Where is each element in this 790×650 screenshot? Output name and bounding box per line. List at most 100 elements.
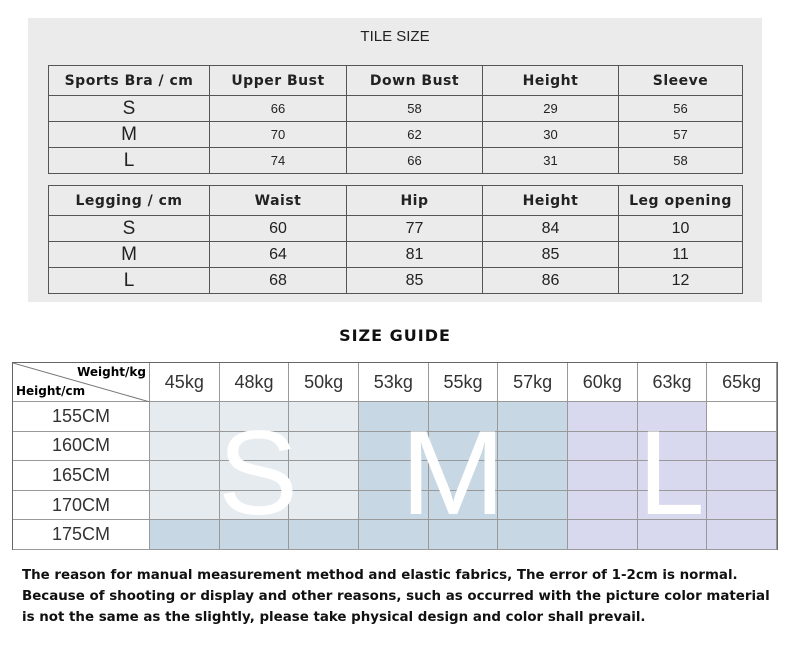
note-line: The reason for manual measurement method… (22, 568, 738, 583)
weight-header: 65kg (707, 363, 777, 402)
weight-label: Weight/kg (77, 365, 146, 379)
size-region-cell (219, 520, 290, 550)
weight-header: 60kg (568, 363, 638, 402)
size-region-cell (498, 402, 568, 432)
size-letter-l: L (638, 406, 705, 540)
height-header: 160CM (13, 431, 150, 462)
size-cell: M (48, 241, 210, 268)
size-region-cell (219, 461, 290, 491)
size-region-cell (498, 461, 568, 491)
height-header: 170CM (13, 490, 150, 521)
size-region-cell (568, 402, 638, 432)
size-region-cell (428, 402, 499, 432)
height-header: 165CM (13, 461, 150, 491)
column-header: Height (482, 65, 619, 96)
size-region-cell (359, 490, 429, 521)
value-cell: 68 (209, 267, 347, 294)
value-cell: 58 (346, 95, 483, 122)
size-letter-s: S (218, 406, 299, 540)
value-cell: 57 (618, 121, 743, 148)
value-cell: 85 (482, 241, 619, 268)
column-header: Upper Bust (209, 65, 347, 96)
size-region-cell (289, 461, 359, 491)
size-guide-grid: Weight/kg Height/cm 45kg 48kg 50kg 53kg 55kg… (12, 362, 778, 550)
size-region-cell (219, 402, 290, 432)
size-region-cell (568, 461, 638, 491)
size-cell: S (48, 95, 210, 122)
value-cell: 62 (346, 121, 483, 148)
size-region-cell (498, 520, 568, 550)
value-cell: 60 (209, 215, 347, 242)
value-cell: 12 (618, 267, 743, 294)
tile-size-panel: TILE SIZE Sports Bra / cm Upper Bust Down … (28, 18, 762, 302)
size-region-cell (568, 490, 638, 521)
value-cell: 70 (209, 121, 347, 148)
size-letter-m: M (400, 406, 506, 540)
size-region-cell (150, 461, 220, 491)
value-cell: 30 (482, 121, 619, 148)
legging-table: Legging / cm Waist Hip Height Leg opening S 60… (48, 185, 743, 294)
value-cell: 77 (346, 215, 483, 242)
weight-header: 53kg (359, 363, 429, 402)
size-region-cell (707, 490, 777, 521)
size-region-cell (428, 431, 499, 462)
note-line: Because of shooting or display and other… (22, 589, 770, 604)
weight-header: 55kg (428, 363, 499, 402)
column-header: Waist (209, 185, 347, 216)
size-cell: L (48, 147, 210, 174)
size-region-cell (707, 520, 777, 550)
table-row: M 70 62 30 57 (48, 121, 743, 148)
size-region-cell (359, 431, 429, 462)
weight-header: 63kg (637, 363, 708, 402)
value-cell: 85 (346, 267, 483, 294)
size-region-cell (289, 431, 359, 462)
size-region-cell (707, 431, 777, 462)
column-header: Leg opening (618, 185, 743, 216)
size-cell: L (48, 267, 210, 294)
size-region-cell (707, 402, 777, 432)
size-region-cell (568, 431, 638, 462)
height-header: 175CM (13, 520, 150, 550)
note-line: is not the same as the slightly, please … (22, 610, 646, 625)
size-region-cell (637, 490, 708, 521)
value-cell: 11 (618, 241, 743, 268)
value-cell: 81 (346, 241, 483, 268)
size-region-cell (637, 402, 708, 432)
size-region-cell (219, 431, 290, 462)
size-region-cell (359, 520, 429, 550)
size-region-cell (637, 520, 708, 550)
size-cell: S (48, 215, 210, 242)
weight-header: 48kg (219, 363, 290, 402)
table-row: S 60 77 84 10 (48, 215, 743, 242)
size-region-cell (219, 490, 290, 521)
weight-header: 50kg (289, 363, 359, 402)
column-header: Legging / cm (48, 185, 210, 216)
table-row: L 68 85 86 12 (48, 267, 743, 294)
value-cell: 66 (346, 147, 483, 174)
weight-header: 57kg (498, 363, 568, 402)
value-cell: 84 (482, 215, 619, 242)
value-cell: 58 (618, 147, 743, 174)
size-region-cell (150, 520, 220, 550)
height-label: Height/cm (16, 384, 86, 398)
value-cell: 86 (482, 267, 619, 294)
height-header: 155CM (13, 402, 150, 432)
value-cell: 10 (618, 215, 743, 242)
size-region-cell (150, 490, 220, 521)
column-header: Height (482, 185, 619, 216)
table-header-row: Legging / cm Waist Hip Height Leg opening (48, 185, 743, 216)
value-cell: 31 (482, 147, 619, 174)
size-region-cell (289, 402, 359, 432)
value-cell: 56 (618, 95, 743, 122)
sports-bra-table: Sports Bra / cm Upper Bust Down Bust Height… (48, 65, 743, 174)
notes: The reason for manual measurement method… (22, 565, 770, 628)
column-header: Down Bust (346, 65, 483, 96)
size-cell: M (48, 121, 210, 148)
value-cell: 74 (209, 147, 347, 174)
weight-header: 45kg (150, 363, 220, 402)
size-region-cell (359, 461, 429, 491)
tile-size-title: TILE SIZE (360, 28, 430, 45)
size-region-cell (150, 402, 220, 432)
value-cell: 64 (209, 241, 347, 268)
table-header-row: Sports Bra / cm Upper Bust Down Bust Height… (48, 65, 743, 96)
